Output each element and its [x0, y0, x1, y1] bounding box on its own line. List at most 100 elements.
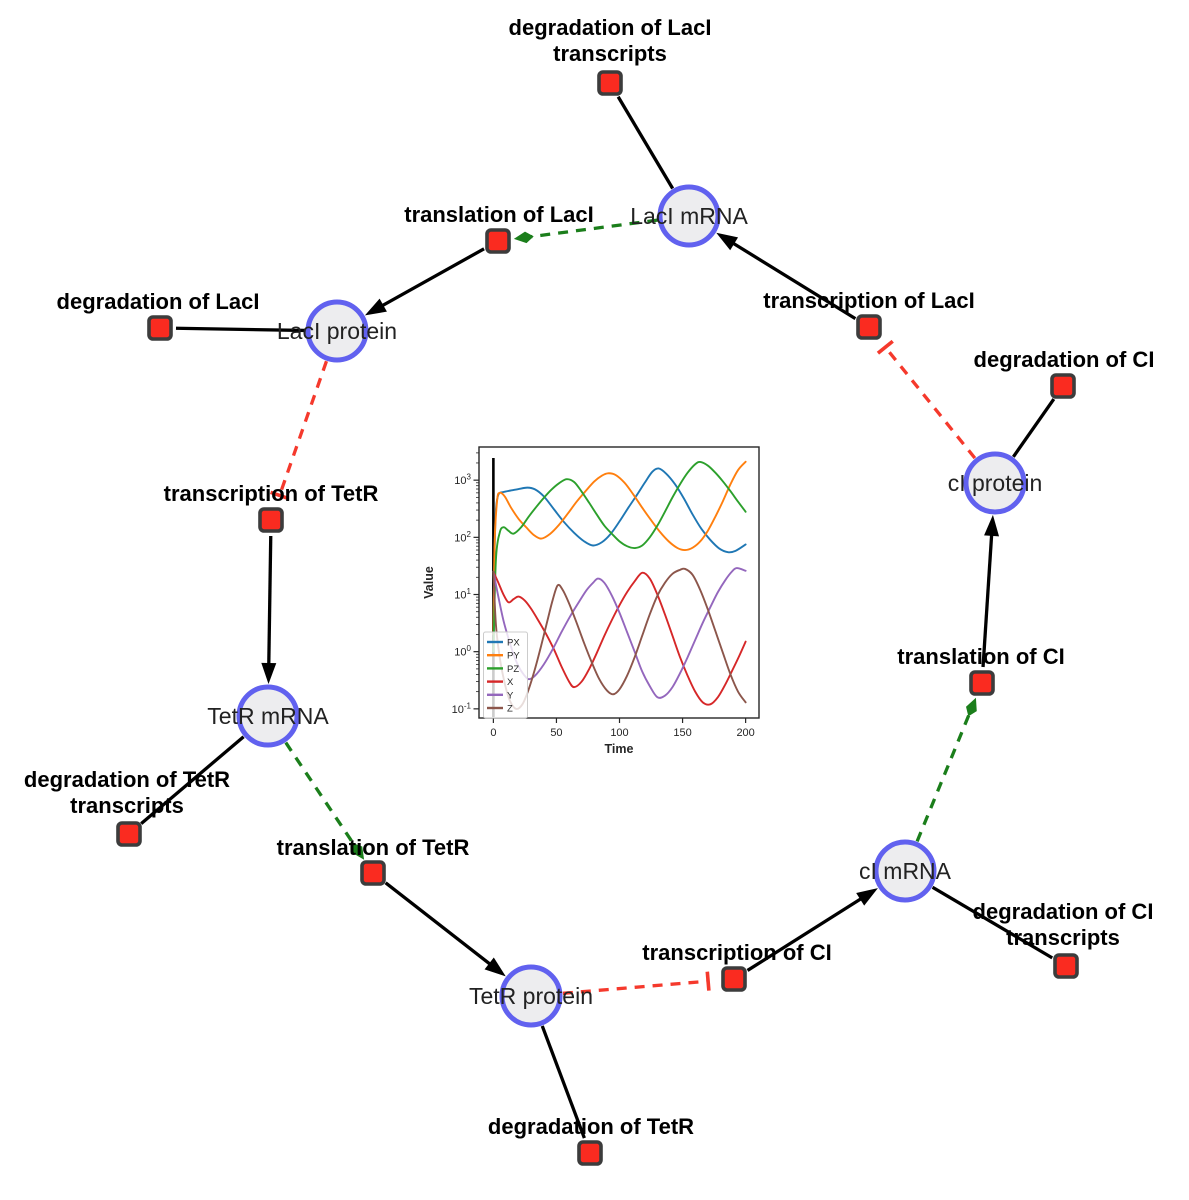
x-tick-label: 0: [490, 727, 496, 739]
y-axis-label: Value: [422, 566, 436, 599]
x-tick-label: 50: [550, 727, 562, 739]
reaction-node-deg_ci_tx[interactable]: [1053, 953, 1079, 979]
reaction-label-tl_tetr-line0: translation of TetR: [277, 835, 470, 860]
modifier-arrowhead-icon: [513, 231, 534, 244]
reaction-node-deg_tetr[interactable]: [577, 1140, 603, 1166]
edge-tc_tetr-tetr_mrna: [261, 535, 277, 685]
reaction-label-deg_ci-line0: degradation of CI: [974, 347, 1155, 372]
reaction-node-tc_ci[interactable]: [721, 966, 747, 992]
reaction-label-tc_tetr-line0: transcription of TetR: [164, 481, 379, 506]
species-node-laci_protein[interactable]: [305, 299, 369, 363]
x-tick-label: 100: [610, 727, 628, 739]
edge-ci_protein-tc_laci: [876, 339, 977, 460]
species-node-ci_protein[interactable]: [963, 451, 1027, 515]
reaction-label-deg_ci_tx-line0: degradation of CI: [973, 899, 1154, 924]
edge-tl_ci-ci_protein: [981, 514, 1000, 668]
x-tick-label: 150: [673, 727, 691, 739]
reaction-node-deg_laci_tx[interactable]: [597, 70, 623, 96]
reaction-node-tl_laci[interactable]: [485, 228, 511, 254]
species-label-ci_protein: cI protein: [948, 470, 1043, 496]
x-axis-label: Time: [605, 742, 634, 756]
reaction-node-deg_tetr_tx[interactable]: [116, 821, 142, 847]
series-line-X: [492, 570, 747, 706]
chart-legend: PX PY PZ XYZ: [483, 631, 528, 719]
x-tick-label: 200: [736, 727, 754, 739]
reaction-node-tl_tetr[interactable]: [360, 860, 386, 886]
arrowhead-icon: [364, 298, 387, 316]
edge-tetr_mrna-deg_tetr_tx: [140, 735, 245, 825]
chart-background: [420, 434, 772, 762]
edge-tetr_protein-deg_tetr: [540, 1025, 586, 1139]
legend-label-X: X: [507, 677, 514, 688]
edges-layer: [140, 95, 1056, 1139]
species-label-tetr_protein: TetR protein: [469, 983, 593, 1009]
series-line-PZ: [492, 460, 747, 653]
legend-label-Z: Z: [507, 704, 513, 715]
reaction-node-tc_laci[interactable]: [856, 314, 882, 340]
reaction-node-tc_tetr[interactable]: [258, 507, 284, 533]
reaction-label-tl_ci-line0: translation of CI: [897, 644, 1064, 669]
species-node-laci_mrna[interactable]: [657, 184, 721, 248]
legend-label-PX: PX: [507, 638, 520, 649]
modifier-arrowhead-icon: [352, 843, 365, 860]
reaction-label-tc_ci-line0: transcription of CI: [642, 940, 831, 965]
legend-label-PY: PY: [507, 651, 520, 662]
reaction-label-deg_tetr_tx-line1: transcripts: [70, 793, 184, 818]
modifier-arrowhead-icon: [966, 697, 977, 717]
edge-tc_ci-ci_mrna: [746, 888, 878, 972]
reaction-label-tl_laci-line0: translation of LacI: [404, 202, 593, 227]
species-node-tetr_protein[interactable]: [499, 964, 563, 1028]
species-node-tetr_mrna[interactable]: [236, 684, 300, 748]
edge-ci_mrna-tl_ci: [915, 697, 977, 843]
edge-tetr_protein-tc_ci: [562, 971, 711, 995]
y-tick-label: 100: [454, 644, 471, 659]
arrowhead-icon: [261, 662, 277, 685]
reaction-label-deg_laci_tx-line0: degradation of LacI: [509, 15, 712, 40]
reaction-node-deg_ci[interactable]: [1050, 373, 1076, 399]
series-line-PY: [492, 460, 747, 636]
reaction-node-deg_laci[interactable]: [147, 315, 173, 341]
edge-ci_protein-deg_ci: [1012, 398, 1056, 458]
edge-tl_tetr-tetr_protein: [384, 881, 506, 977]
y-tick-label: 103: [454, 473, 471, 488]
legend-label-PZ: PZ: [507, 664, 519, 675]
species-label-ci_mrna: cI mRNA: [859, 858, 952, 884]
inhibition-tbar-icon: [705, 971, 711, 991]
edge-laci_mrna-tl_laci: [513, 218, 658, 244]
species-node-ci_mrna[interactable]: [873, 839, 937, 903]
reaction-label-deg_ci_tx-line1: transcripts: [1006, 925, 1120, 950]
arrowhead-icon: [716, 232, 739, 251]
y-tick-label: 102: [454, 530, 471, 545]
species-label-laci_protein: LacI protein: [277, 318, 397, 344]
inhibition-tbar-icon: [270, 490, 290, 501]
edge-tl_laci-laci_protein: [364, 247, 485, 316]
reaction-label-deg_laci_tx-line1: transcripts: [553, 41, 667, 66]
reaction-node-tl_ci[interactable]: [969, 670, 995, 696]
reaction-label-deg_tetr_tx-line0: degradation of TetR: [24, 767, 230, 792]
chart-plot-area: [492, 458, 747, 717]
edge-laci_mrna-deg_laci_tx: [616, 95, 675, 190]
edge-laci_protein-deg_laci: [175, 326, 306, 333]
edge-ci_mrna-deg_ci_tx: [931, 885, 1054, 960]
arrowhead-icon: [984, 514, 1000, 537]
reaction-label-tc_laci-line0: transcription of LacI: [763, 288, 974, 313]
reaction-label-deg_tetr-line0: degradation of TetR: [488, 1114, 694, 1139]
species-label-tetr_mrna: TetR mRNA: [207, 703, 329, 729]
arrowhead-icon: [856, 888, 878, 906]
y-tick-label: 101: [454, 587, 471, 602]
labels-layer: degradation of LacItranscriptstranslatio…: [24, 15, 1155, 1139]
inset-chart: 0 50 100 150 20010-1100101102103TimeValuePXP…: [420, 434, 772, 762]
reaction-label-deg_laci-line0: degradation of LacI: [57, 289, 260, 314]
species-label-laci_mrna: LacI mRNA: [630, 203, 748, 229]
legend-label-Y: Y: [507, 690, 514, 701]
edge-tc_laci-laci_mrna: [716, 232, 857, 321]
inhibition-tbar-icon: [876, 339, 894, 355]
y-tick-label: 10-1: [452, 701, 472, 716]
legend-box: [483, 631, 528, 719]
nodes-layer: [116, 70, 1079, 1166]
arrowhead-icon: [484, 957, 506, 977]
edge-laci_protein-tc_tetr: [270, 360, 329, 501]
edge-tetr_mrna-tl_tetr: [284, 741, 365, 860]
